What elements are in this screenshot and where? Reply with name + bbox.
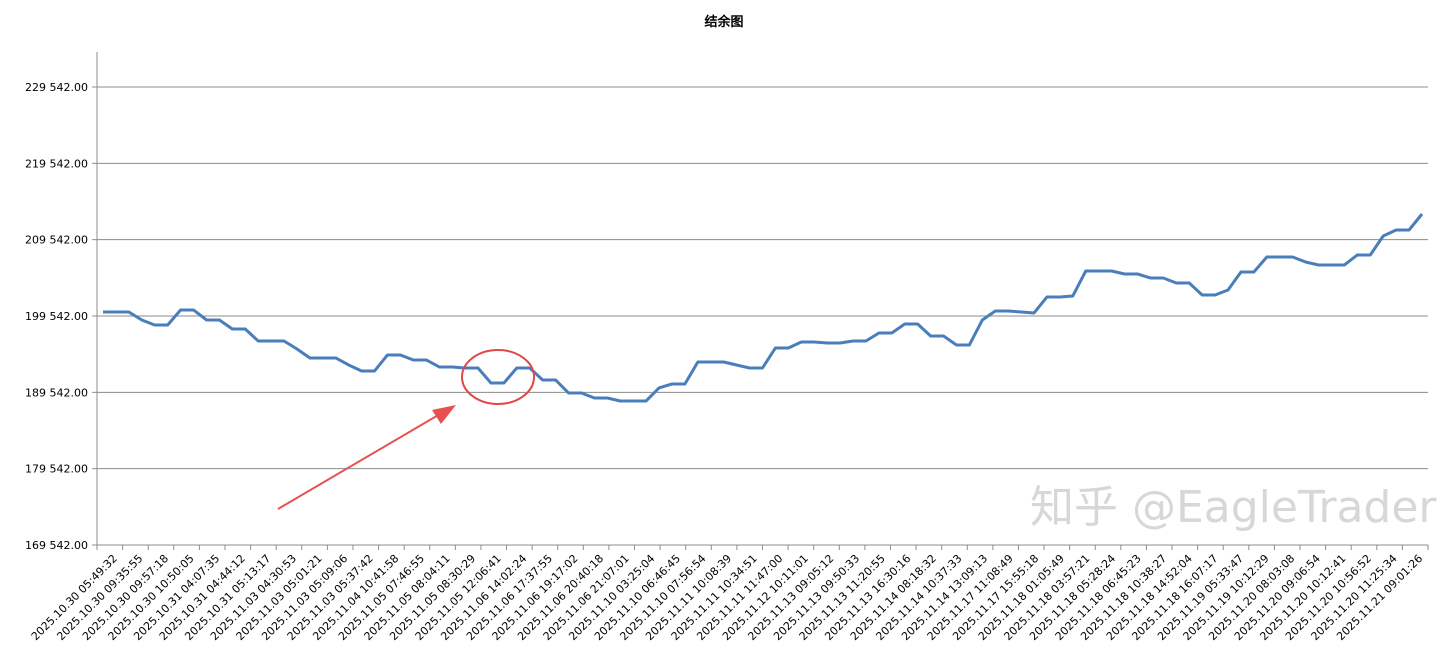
balance-line (103, 213, 1424, 403)
y-tick-label: 199 542.00 (25, 310, 88, 323)
y-tick-label: 229 542.00 (25, 81, 88, 94)
annotations (277, 349, 535, 510)
y-tick-label: 189 542.00 (25, 386, 88, 399)
y-tick-label: 179 542.00 (25, 463, 88, 476)
y-tick-label: 219 542.00 (25, 157, 88, 170)
y-axis: 169 542.00 179 542.00 189 542.00 199 542.00… (25, 52, 98, 552)
gridlines (97, 86, 1428, 470)
chart-title: 结余图 (704, 14, 743, 30)
watermark: 知乎 @EagleTrader (1030, 482, 1437, 533)
highlight-circle (461, 349, 535, 405)
y-tick-label: 209 542.00 (25, 234, 88, 247)
arrow-line (277, 413, 441, 510)
arrow-head (432, 405, 456, 424)
y-tick-label: 169 542.00 (25, 539, 88, 552)
balance-series (102, 213, 1424, 403)
